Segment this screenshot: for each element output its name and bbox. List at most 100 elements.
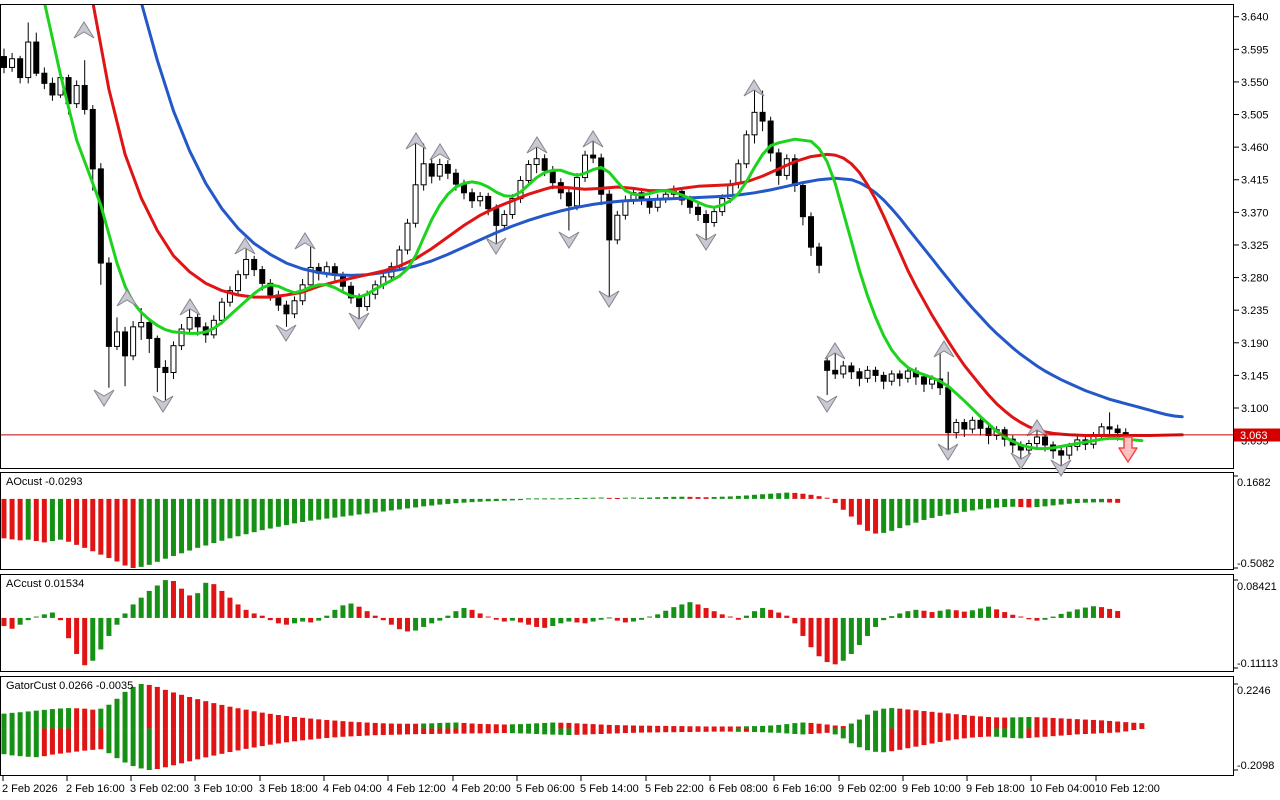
- gator-bar: [33, 710, 39, 729]
- ao-panel-label: AOcust -0.0293: [6, 476, 82, 488]
- ao-bar: [469, 498, 475, 503]
- ao-bar: [211, 498, 217, 544]
- ac-bar: [1034, 617, 1040, 621]
- ac-bar: [308, 617, 314, 623]
- gator-bar: [364, 728, 370, 736]
- fractal-up-icon: [116, 289, 138, 307]
- gator-bar: [1050, 717, 1056, 729]
- ao-bar: [663, 496, 669, 499]
- ao-bar: [953, 498, 959, 514]
- ac-bar: [235, 604, 241, 618]
- ao-indicator-panel[interactable]: [0, 472, 1234, 570]
- ao-bar: [1042, 498, 1048, 507]
- gator-bar: [114, 698, 120, 729]
- ao-bar: [364, 498, 370, 514]
- candle-body: [17, 58, 24, 79]
- ao-bar: [517, 498, 523, 501]
- gator-bar: [864, 728, 870, 751]
- ao-bar: [800, 493, 806, 499]
- ac-bar: [251, 613, 257, 618]
- price-axis-label: 3.460: [1241, 142, 1269, 154]
- ac-indicator-panel[interactable]: [0, 574, 1234, 672]
- ac-bar: [203, 582, 209, 618]
- ac-bar: [187, 595, 193, 618]
- gator-bar: [461, 728, 467, 734]
- gator-bar: [316, 719, 322, 729]
- alligator-teeth-line: [91, 5, 1184, 437]
- gator-bar: [994, 717, 1000, 729]
- gator-bar: [179, 694, 185, 729]
- candle-body: [348, 285, 355, 299]
- gator-bar: [735, 726, 741, 729]
- gator-bar: [445, 728, 451, 734]
- candle-body: [25, 41, 32, 79]
- gator-bar: [994, 728, 1000, 737]
- gator-bar: [211, 703, 217, 729]
- ao-bar: [945, 498, 951, 515]
- main-chart-layer: [1, 5, 1184, 468]
- sell-arrow-icon: [1118, 436, 1138, 463]
- ao-bar: [614, 497, 620, 499]
- ao-bar: [550, 498, 556, 500]
- ao-bar: [542, 498, 548, 500]
- gator-bar: [1107, 720, 1113, 729]
- gator-bar: [929, 711, 935, 729]
- ac-bar: [348, 603, 354, 618]
- gator-bar: [154, 686, 160, 729]
- candle-body: [582, 154, 589, 179]
- candle-body: [113, 331, 120, 347]
- fractal-down-icon: [152, 395, 174, 413]
- gator-bar: [340, 728, 346, 737]
- gator-bar: [768, 725, 774, 729]
- gator-bar: [1123, 728, 1129, 732]
- candle-body: [743, 134, 750, 165]
- time-axis-label: 2 Feb 2026: [2, 783, 58, 795]
- candle-body: [170, 345, 177, 373]
- ac-bar: [259, 615, 265, 618]
- gator-bar: [776, 724, 782, 729]
- ao-bar: [1090, 498, 1096, 503]
- gator-bar: [703, 726, 709, 729]
- time-axis-label: 4 Feb 12:00: [387, 783, 446, 795]
- ac-bar: [292, 617, 298, 624]
- gator-bar: [413, 728, 419, 735]
- gator-bar: [356, 722, 362, 729]
- candle-body: [1058, 450, 1065, 456]
- candle-body: [1042, 436, 1049, 446]
- ao-bar: [421, 498, 427, 507]
- ao-bar: [905, 498, 911, 526]
- gator-bar: [421, 728, 427, 735]
- candle-body: [904, 370, 911, 379]
- time-axis-label: 6 Feb 08:00: [709, 783, 768, 795]
- candle-body: [49, 82, 56, 96]
- gator-bar: [267, 713, 273, 729]
- price-axis-label: 3.235: [1241, 305, 1269, 317]
- ao-bar: [227, 498, 233, 539]
- gator-bar: [259, 728, 265, 747]
- gator-bar: [792, 728, 798, 735]
- gator-bar: [921, 728, 927, 746]
- ac-bar: [316, 617, 322, 621]
- candle-body: [695, 206, 702, 216]
- gator-bar: [1010, 728, 1016, 738]
- ao-bar: [243, 498, 249, 535]
- gator-bar: [719, 726, 725, 729]
- ac-bar: [743, 615, 749, 618]
- gator-bar: [1066, 728, 1072, 735]
- ac-bar: [752, 611, 758, 618]
- gator-bar: [1018, 717, 1024, 729]
- ac-bar: [340, 605, 346, 618]
- ac-bar: [1050, 616, 1056, 618]
- gator-bar: [889, 708, 895, 729]
- gator-histogram: [1, 684, 1145, 770]
- ac-bar: [243, 609, 249, 618]
- gator-bar: [873, 728, 879, 752]
- ac-bar: [913, 609, 919, 618]
- ao-bar: [267, 498, 273, 529]
- ao-bar: [154, 498, 160, 562]
- gator-bar: [66, 708, 72, 729]
- ac-bar: [703, 608, 709, 618]
- gator-bar: [1115, 721, 1121, 729]
- gator-bar: [711, 726, 717, 729]
